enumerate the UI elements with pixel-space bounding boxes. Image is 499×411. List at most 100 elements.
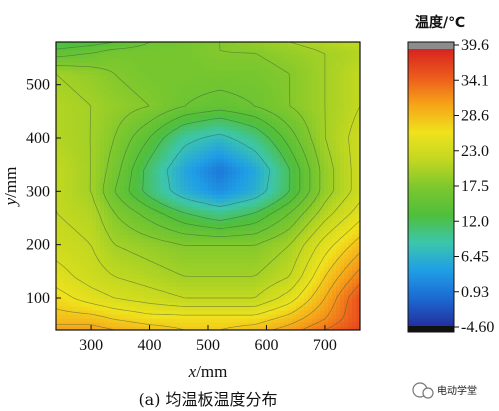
heatmap-cell bbox=[320, 170, 325, 175]
heatmap-cell bbox=[264, 294, 269, 299]
heatmap-cell bbox=[156, 210, 161, 215]
heatmap-cell bbox=[112, 170, 117, 175]
heatmap-cell bbox=[296, 150, 301, 155]
heatmap-cell bbox=[100, 170, 105, 175]
heatmap-cell bbox=[356, 278, 360, 283]
heatmap-cell bbox=[60, 102, 65, 107]
heatmap-cell bbox=[72, 90, 77, 95]
heatmap-cell bbox=[228, 130, 233, 135]
heatmap-cell bbox=[348, 230, 353, 235]
heatmap-cell bbox=[240, 106, 245, 111]
heatmap-cell bbox=[332, 278, 337, 283]
heatmap-cell bbox=[224, 142, 229, 147]
heatmap-cell bbox=[268, 266, 273, 271]
heatmap-cell bbox=[184, 202, 189, 207]
heatmap-cell bbox=[172, 102, 177, 107]
heatmap-cell bbox=[216, 98, 221, 103]
heatmap-cell bbox=[308, 238, 313, 243]
heatmap-cell bbox=[180, 138, 185, 143]
heatmap-cell bbox=[304, 186, 309, 191]
heatmap-cell bbox=[352, 110, 357, 115]
heatmap-cell bbox=[280, 94, 285, 99]
heatmap-cell bbox=[228, 174, 233, 179]
heatmap-cell bbox=[256, 282, 261, 287]
heatmap-cell bbox=[268, 178, 273, 183]
heatmap-cell bbox=[208, 74, 213, 79]
heatmap-cell bbox=[252, 66, 257, 71]
heatmap-cell bbox=[320, 298, 325, 303]
heatmap-cell bbox=[88, 246, 93, 251]
heatmap-cell bbox=[248, 210, 253, 215]
heatmap-cell bbox=[88, 194, 93, 199]
heatmap-cell bbox=[152, 306, 157, 311]
heatmap-cell bbox=[192, 290, 197, 295]
heatmap-cell bbox=[168, 194, 173, 199]
heatmap-cell bbox=[188, 218, 193, 223]
heatmap-cell bbox=[236, 66, 241, 71]
heatmap-cell bbox=[240, 82, 245, 87]
heatmap-cell bbox=[172, 322, 177, 327]
heatmap-cell bbox=[256, 94, 261, 99]
heatmap-cell bbox=[104, 246, 109, 251]
heatmap-cell bbox=[184, 106, 189, 111]
heatmap-cell bbox=[84, 326, 89, 330]
heatmap-cell bbox=[312, 294, 317, 299]
heatmap-cell bbox=[332, 266, 337, 271]
heatmap-cell bbox=[280, 290, 285, 295]
heatmap-cell bbox=[228, 278, 233, 283]
heatmap-cell bbox=[200, 74, 205, 79]
heatmap-cell bbox=[248, 126, 253, 131]
heatmap-cell bbox=[220, 266, 225, 271]
heatmap-cell bbox=[320, 286, 325, 291]
heatmap-cell bbox=[296, 314, 301, 319]
heatmap-cell bbox=[288, 254, 293, 259]
heatmap-cell bbox=[256, 126, 261, 131]
heatmap-cell bbox=[268, 82, 273, 87]
heatmap-cell bbox=[248, 302, 253, 307]
heatmap-cell bbox=[192, 94, 197, 99]
heatmap-cell bbox=[148, 102, 153, 107]
heatmap-cell bbox=[332, 186, 337, 191]
heatmap-cell bbox=[228, 222, 233, 227]
heatmap-cell bbox=[60, 202, 65, 207]
heatmap-cell bbox=[64, 106, 69, 111]
heatmap-cell bbox=[124, 90, 129, 95]
heatmap-cell bbox=[204, 134, 209, 139]
heatmap-cell bbox=[68, 150, 73, 155]
heatmap-cell bbox=[60, 70, 65, 75]
heatmap-cell bbox=[64, 306, 69, 311]
heatmap-cell bbox=[68, 306, 73, 311]
heatmap-cell bbox=[172, 198, 177, 203]
heatmap-cell bbox=[64, 322, 69, 327]
heatmap-cell bbox=[352, 126, 357, 131]
heatmap-cell bbox=[64, 190, 69, 195]
heatmap-cell bbox=[184, 74, 189, 79]
heatmap-cell bbox=[212, 86, 217, 91]
heatmap-cell bbox=[116, 74, 121, 79]
heatmap-cell bbox=[160, 278, 165, 283]
heatmap-cell bbox=[356, 326, 360, 330]
heatmap-cell bbox=[212, 326, 217, 330]
heatmap-cell bbox=[344, 154, 349, 159]
heatmap-cell bbox=[188, 326, 193, 330]
heatmap-cell bbox=[248, 94, 253, 99]
heatmap-cell bbox=[224, 218, 229, 223]
heatmap-cell bbox=[144, 190, 149, 195]
heatmap-cell bbox=[252, 222, 257, 227]
heatmap-cell bbox=[348, 238, 353, 243]
heatmap-cell bbox=[104, 290, 109, 295]
heatmap-cell bbox=[136, 134, 141, 139]
heatmap-cell bbox=[232, 250, 237, 255]
heatmap-cell bbox=[320, 146, 325, 151]
heatmap-cell bbox=[240, 166, 245, 171]
heatmap-cell bbox=[108, 78, 113, 83]
heatmap-cell bbox=[320, 274, 325, 279]
heatmap-cell bbox=[344, 286, 349, 291]
heatmap-cell bbox=[184, 302, 189, 307]
heatmap-cell bbox=[356, 98, 360, 103]
heatmap-cell bbox=[92, 122, 97, 127]
heatmap-cell bbox=[344, 242, 349, 247]
heatmap-cell bbox=[232, 266, 237, 271]
heatmap-cell bbox=[92, 254, 97, 259]
heatmap-cell bbox=[68, 178, 73, 183]
